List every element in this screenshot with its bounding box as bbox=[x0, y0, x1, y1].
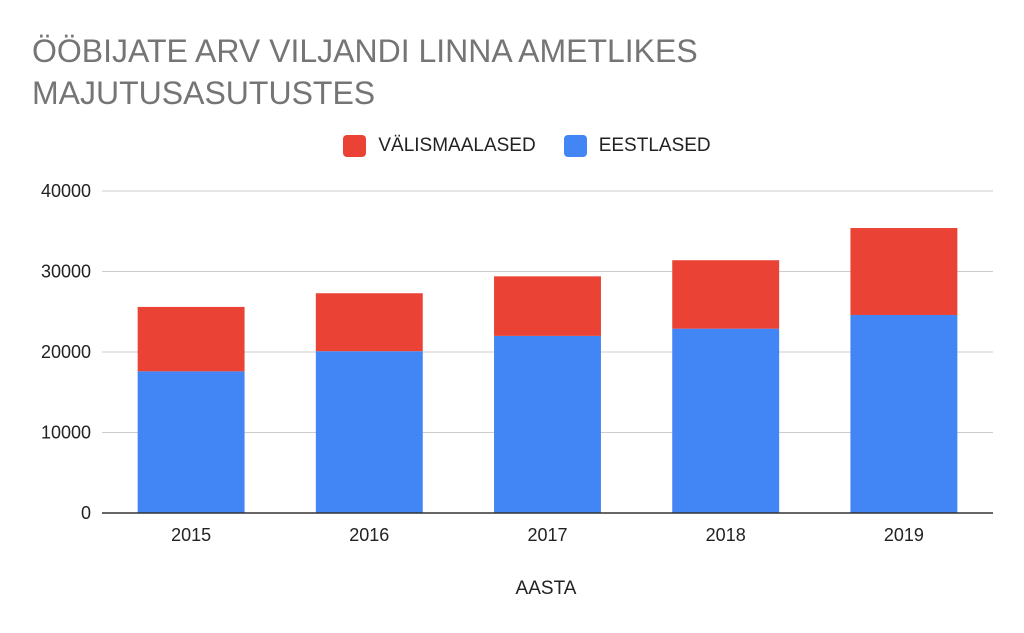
bar-eestlased-2019 bbox=[850, 314, 958, 513]
legend-swatch-eestlased bbox=[563, 135, 587, 157]
chart-title: ÖÖBIJATE ARV VILJANDI LINNA AMETLIKES MA… bbox=[32, 33, 698, 111]
bar-eestlased-2016 bbox=[315, 351, 423, 513]
bar-eestlased-2018 bbox=[672, 328, 780, 513]
bars bbox=[137, 228, 958, 513]
legend-item-eestlased: EESTLASED bbox=[563, 135, 711, 157]
x-tick-label: 2018 bbox=[706, 525, 746, 545]
legend-label-valismaalased: VÄLISMAALASED bbox=[378, 135, 536, 156]
legend-item-valismaalased: VÄLISMAALASED bbox=[343, 135, 536, 157]
y-tick-label: 10000 bbox=[41, 423, 91, 443]
x-tick-label: 2019 bbox=[884, 525, 924, 545]
bar-välismaalased-2019 bbox=[850, 228, 958, 315]
legend-swatch-valismaalased bbox=[343, 135, 367, 157]
y-tick-label: 20000 bbox=[41, 342, 91, 362]
legend: VÄLISMAALASED EESTLASED bbox=[0, 133, 1024, 159]
legend-label-eestlased: EESTLASED bbox=[598, 135, 711, 156]
y-tick-label: 0 bbox=[81, 503, 91, 523]
x-tick-label: 2016 bbox=[349, 525, 389, 545]
bar-välismaalased-2016 bbox=[315, 293, 423, 352]
x-tick-label: 2017 bbox=[527, 525, 567, 545]
x-tick-label: 2015 bbox=[171, 525, 211, 545]
bar-välismaalased-2017 bbox=[494, 276, 601, 336]
x-axis-title: AASTA bbox=[516, 578, 577, 599]
y-tick-label: 30000 bbox=[41, 262, 91, 282]
bar-eestlased-2015 bbox=[137, 371, 245, 513]
bar-välismaalased-2015 bbox=[137, 306, 245, 372]
bar-välismaalased-2018 bbox=[672, 260, 780, 329]
axes: 0 10000 20000 30000 40000 2015 2016 2017 2018 201… bbox=[41, 181, 993, 545]
bar-eestlased-2017 bbox=[494, 335, 601, 513]
y-tick-label: 40000 bbox=[41, 181, 91, 201]
